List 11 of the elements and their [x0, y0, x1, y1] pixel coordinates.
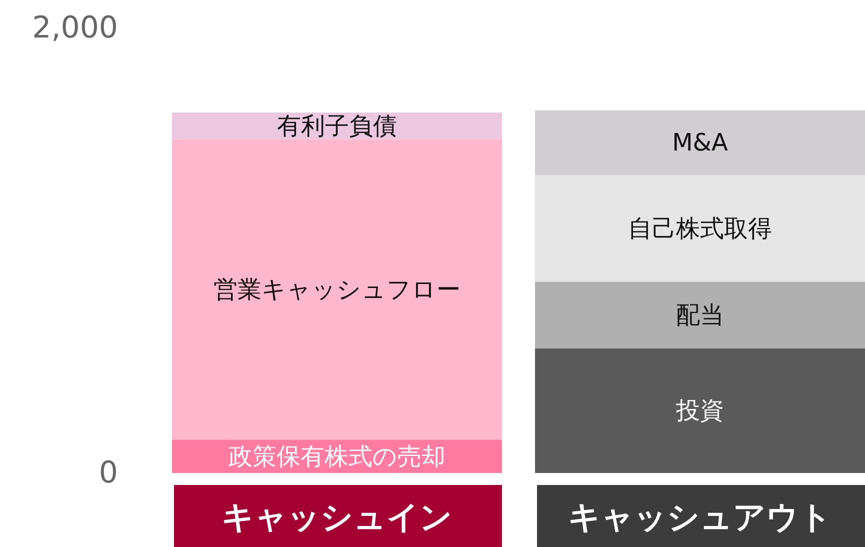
x-tick-label: キャッシュアウト: [568, 498, 832, 536]
series-label: 配当: [676, 301, 724, 330]
series-label: 営業キャッシュフロー: [214, 275, 460, 304]
y-tick-label: 0: [98, 456, 118, 490]
series-label: 政策保有株式の売却: [228, 442, 446, 470]
y-tick-label: 2,000: [32, 10, 118, 46]
series-label: 有利子負債: [277, 112, 397, 140]
series-label: 自己株式取得: [628, 214, 772, 242]
x-tick-label: キャッシュイン: [222, 498, 452, 536]
series-label: 投資: [675, 396, 724, 425]
series-label: M&A: [672, 128, 728, 157]
